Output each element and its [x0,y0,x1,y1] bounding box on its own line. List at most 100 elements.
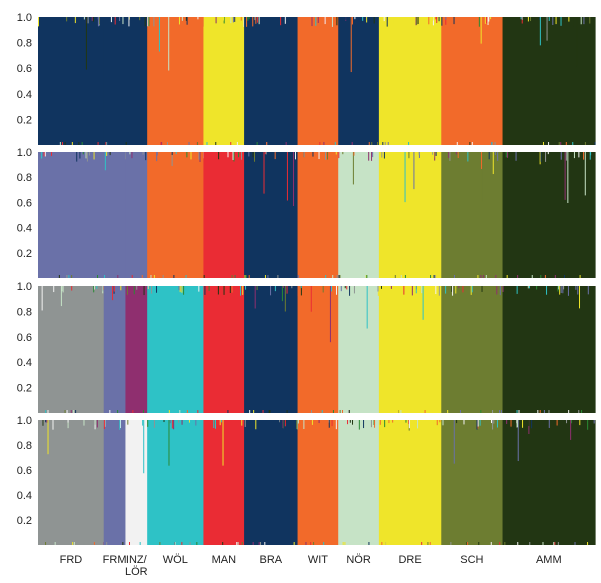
admixture-line [490,542,492,545]
admixture-line [243,17,245,27]
y-tick-label: 0.6 [17,63,32,75]
cluster-block [147,152,205,278]
admixture-line [268,410,270,413]
admixture-line [380,286,382,289]
admixture-line [324,17,326,25]
admixture-line [106,152,108,156]
admixture-line [325,275,327,278]
admixture-line [254,152,256,162]
admixture-line [418,152,420,159]
admixture-line [97,142,99,145]
admixture-line [531,275,533,278]
admixture-line [500,410,502,413]
admixture-line [220,420,222,423]
admixture-line [280,420,282,430]
admixture-line [392,420,394,423]
admixture-line [458,286,460,289]
admixture-line [147,420,149,427]
admixture-line [264,152,266,155]
admixture-line [43,152,45,157]
cluster-block [441,420,504,545]
admixture-line [511,152,513,156]
admixture-line [59,142,61,145]
admixture-line [570,420,572,440]
admixture-line [139,17,141,21]
admixture-line [120,286,122,291]
cluster-block [441,17,504,145]
admixture-line [319,142,321,145]
admixture-line [488,17,490,22]
admixture-line [530,17,532,22]
admixture-line [377,286,379,292]
admixture-line [52,420,54,430]
admixture-line [76,152,78,162]
admixture-line [117,410,119,413]
admixture-line [112,286,114,301]
admixture-line [219,410,221,413]
admixture-line [161,142,163,145]
admixture-line [47,420,49,455]
admixture-line [584,152,586,196]
admixture-line [93,17,95,22]
admixture-line [127,142,129,145]
admixture-line [332,410,334,413]
admixture-line [254,17,256,21]
cluster-block [297,420,339,545]
admixture-line [408,142,410,145]
admixture-line [386,17,388,27]
cluster-block [244,420,299,545]
admixture-line [44,152,46,157]
admixture-line [263,152,265,194]
admixture-line [587,542,589,545]
admixture-line [484,17,486,24]
admixture-line [41,152,43,159]
admixture-line [72,542,74,545]
admixture-line [143,286,145,296]
admixture-line [74,17,76,24]
admixture-line [449,152,451,161]
admixture-line [66,17,68,22]
admixture-line [284,17,286,24]
admixture-line [583,152,585,160]
admixture-line [197,410,199,413]
admixture-line [297,420,299,424]
admixture-line [142,152,144,155]
admixture-line [188,142,190,145]
admixture-line [558,142,560,145]
admixture-line [45,420,47,423]
admixture-line [433,420,435,429]
admixture-line [400,275,402,278]
admixture-line [557,542,559,545]
admixture-line [153,420,155,428]
admixture-line [231,275,233,278]
admixture-line [81,142,83,145]
admixture-line [342,410,344,413]
admixture-line [348,410,350,413]
admixture-line [336,17,338,26]
cluster-block [38,152,105,278]
admixture-line [321,410,323,413]
admixture-line [540,275,542,278]
admixture-line [227,152,229,158]
admixture-line [195,420,197,426]
group-label: FRD [60,554,83,566]
admixture-line [589,152,591,160]
admixture-line [379,420,381,425]
admixture-line [542,542,544,545]
admixture-line [197,286,199,290]
cluster-block [38,420,105,545]
admixture-line [265,152,267,155]
admixture-line [254,286,256,309]
admixture-line [492,420,494,430]
admixture-line [248,17,250,20]
admixture-line [246,17,248,27]
admixture-line [556,420,558,426]
admixture-line [71,275,73,278]
admixture-line [400,410,402,413]
admixture-line [394,275,396,278]
admixture-line [453,420,455,464]
admixture-line [579,420,581,426]
admixture-line [189,542,191,545]
admixture-line [66,275,68,278]
admixture-line [428,17,430,25]
